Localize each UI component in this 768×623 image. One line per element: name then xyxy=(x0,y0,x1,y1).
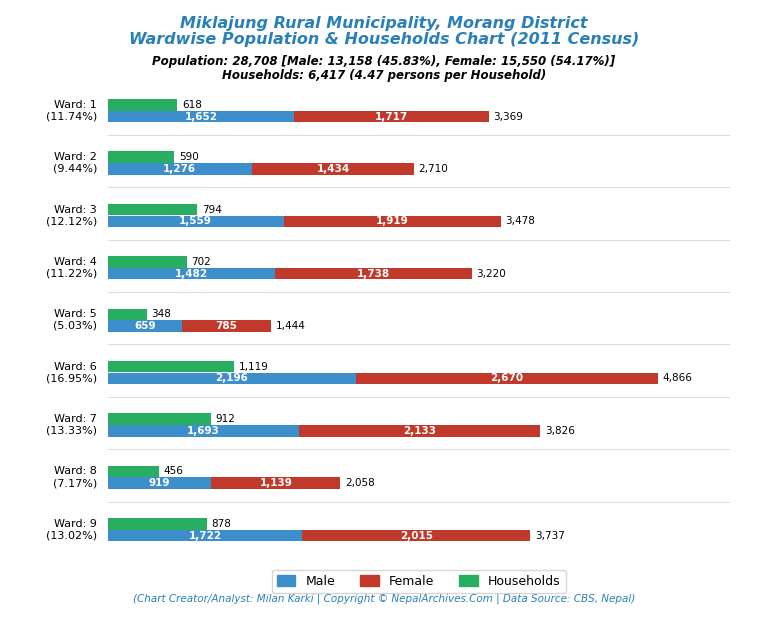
Bar xyxy=(211,477,340,489)
Text: 1,722: 1,722 xyxy=(188,531,221,541)
Text: 1,139: 1,139 xyxy=(260,478,293,488)
Bar xyxy=(108,308,147,320)
Text: 2,133: 2,133 xyxy=(403,426,436,436)
Text: 4,866: 4,866 xyxy=(663,373,692,383)
Bar xyxy=(108,518,207,530)
Bar xyxy=(356,373,658,384)
Text: 878: 878 xyxy=(211,519,231,529)
Bar xyxy=(108,530,303,541)
Text: 618: 618 xyxy=(182,100,202,110)
Bar xyxy=(275,268,472,280)
Bar xyxy=(108,465,159,477)
Bar xyxy=(108,373,356,384)
Bar xyxy=(108,99,177,110)
Text: 2,710: 2,710 xyxy=(419,164,449,174)
Text: 919: 919 xyxy=(149,478,170,488)
Text: Population: 28,708 [Male: 13,158 (45.83%), Female: 15,550 (54.17%)]: Population: 28,708 [Male: 13,158 (45.83%… xyxy=(152,55,616,68)
Text: 3,369: 3,369 xyxy=(493,112,523,121)
Text: 2,670: 2,670 xyxy=(490,373,524,383)
Bar xyxy=(303,530,530,541)
Bar xyxy=(182,320,271,332)
Text: Wardwise Population & Households Chart (2011 Census): Wardwise Population & Households Chart (… xyxy=(129,32,639,47)
Text: 1,276: 1,276 xyxy=(163,164,197,174)
Text: 1,919: 1,919 xyxy=(376,216,409,226)
Bar xyxy=(108,216,284,227)
Text: 3,737: 3,737 xyxy=(535,531,564,541)
Text: 1,482: 1,482 xyxy=(175,269,208,278)
Text: 348: 348 xyxy=(151,309,171,319)
Text: 1,738: 1,738 xyxy=(357,269,390,278)
Bar xyxy=(108,204,197,216)
Text: 456: 456 xyxy=(164,467,184,477)
Text: 2,058: 2,058 xyxy=(345,478,375,488)
Text: 2,196: 2,196 xyxy=(215,373,248,383)
Bar xyxy=(294,111,488,122)
Bar xyxy=(299,425,540,437)
Bar xyxy=(108,256,187,268)
Legend: Male, Female, Households: Male, Female, Households xyxy=(272,569,565,592)
Text: 3,478: 3,478 xyxy=(505,216,535,226)
Text: 912: 912 xyxy=(215,414,235,424)
Bar xyxy=(108,268,275,280)
Text: Households: 6,417 (4.47 persons per Household): Households: 6,417 (4.47 persons per Hous… xyxy=(222,69,546,82)
Bar xyxy=(108,151,174,163)
Bar xyxy=(108,477,211,489)
Text: 1,444: 1,444 xyxy=(276,321,305,331)
Bar xyxy=(108,163,252,174)
Text: 3,826: 3,826 xyxy=(545,426,574,436)
Text: 1,434: 1,434 xyxy=(316,164,349,174)
Text: 1,559: 1,559 xyxy=(179,216,212,226)
Text: 1,693: 1,693 xyxy=(187,426,220,436)
Text: 590: 590 xyxy=(179,152,198,162)
Text: 785: 785 xyxy=(216,321,237,331)
Bar xyxy=(108,425,299,437)
Bar xyxy=(284,216,501,227)
Text: 702: 702 xyxy=(191,257,211,267)
Text: 1,119: 1,119 xyxy=(239,362,269,372)
Bar xyxy=(108,111,294,122)
Text: 659: 659 xyxy=(134,321,156,331)
Text: 1,652: 1,652 xyxy=(184,112,217,121)
Bar xyxy=(108,361,234,373)
Bar xyxy=(108,413,210,425)
Bar xyxy=(252,163,414,174)
Text: 794: 794 xyxy=(202,204,222,214)
Text: 3,220: 3,220 xyxy=(476,269,506,278)
Bar xyxy=(108,320,182,332)
Text: 2,015: 2,015 xyxy=(399,531,432,541)
Text: (Chart Creator/Analyst: Milan Karki | Copyright © NepalArchives.Com | Data Sourc: (Chart Creator/Analyst: Milan Karki | Co… xyxy=(133,593,635,604)
Text: 1,717: 1,717 xyxy=(375,112,408,121)
Text: Miklajung Rural Municipality, Morang District: Miklajung Rural Municipality, Morang Dis… xyxy=(180,16,588,31)
